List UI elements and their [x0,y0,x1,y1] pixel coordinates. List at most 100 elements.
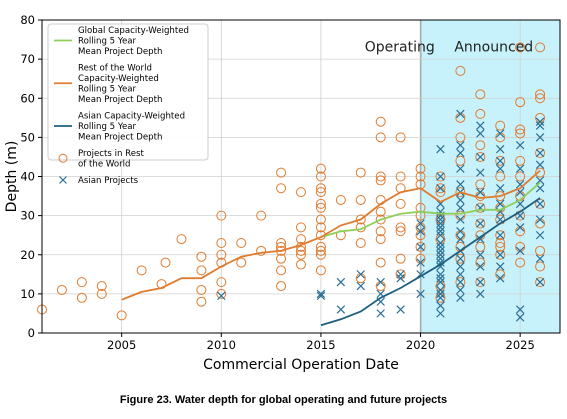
asian-project-point [535,199,545,209]
x-tick-label: 2010 [207,338,236,352]
rest-project-point [535,42,546,53]
asian-project-point [456,234,465,244]
rest-project-point [375,226,386,237]
asian-project-point [436,184,445,193]
asian-project-point [456,215,465,224]
asian-project-point [496,250,505,259]
rest-project-point [435,171,446,182]
rest-project-point [196,284,207,295]
y-tick-label: 10 [20,287,35,301]
asian-project-point [535,133,545,142]
asian-project-point [515,223,525,232]
asian-project-point [376,277,385,287]
rest-project-point [276,281,287,292]
rest-project-point [375,175,386,186]
rest-project-point [355,194,366,205]
rest-project-point [216,238,227,249]
figure-caption: Figure 23. Water depth for global operat… [119,394,448,406]
asian-project-point [456,140,465,150]
asian-project-point [436,293,445,303]
rest-project-point [315,222,326,233]
rest-project-point [355,167,366,178]
asian-project-point [476,121,485,130]
rest-project-point [315,245,326,256]
rest-project-point [455,253,466,264]
rest-project-point [256,245,267,256]
rest-project-point [475,108,486,119]
legend-rest-points-swatch [58,153,68,163]
asian-project-point [515,246,525,256]
annotation-announced: Announced [454,39,533,55]
rest-project-point [76,292,87,303]
asian-project-point [476,234,485,244]
rest-project-point [475,151,486,162]
legend-rest-line-label: Mean Project Depth [78,95,162,105]
rest-project-point [355,214,366,225]
asian-project-point [436,223,445,232]
rest-project-point [515,42,526,53]
asian-project-point [436,144,445,154]
asian-project-point [515,140,525,150]
asian-project-point [436,230,445,240]
asian-project-point [416,242,425,252]
rest-project-point [276,167,287,178]
asian-project-point [436,270,445,279]
rest-project-point [395,198,406,209]
rest-project-point [515,97,526,108]
asian-project-point [436,301,445,310]
rest-project-point [375,257,386,268]
rest-project-point [515,155,526,166]
legend-rest-points-label: Projects in Rest [78,149,145,159]
rest-project-point [475,202,486,213]
asian-project-point [416,227,425,236]
y-tick-label: 80 [20,13,35,27]
asian-project-point [436,285,445,295]
asian-project-point [436,215,445,224]
rest-project-point [375,214,386,225]
rest-project-point [535,198,546,209]
asian-project-point [356,270,365,279]
asian-project-point [436,262,445,271]
rest-project-point [475,179,486,190]
rest-project-point [375,234,386,245]
asian-project-point [436,254,445,263]
rest-project-point [216,288,227,299]
rest-project-point [296,245,306,256]
rest-project-point [495,249,506,260]
asian-project-point [316,289,326,299]
asian-project-point [436,242,445,252]
asian-project-point [336,277,346,287]
asian-project-point [436,227,445,236]
asian-project-point [496,156,505,166]
x-tick-label: 2005 [107,338,136,352]
y-tick-label: 0 [28,326,35,340]
rest-project-point [535,245,546,256]
legend-rest-line-label: Capacity-Weighted [78,74,159,84]
rest-project-point [315,249,326,260]
asian-project-point [456,277,465,287]
rest-project-point [415,241,426,252]
asian-project-point [496,262,505,271]
asian-project-point [436,172,445,181]
asian-project-point [396,274,405,283]
rest-project-point [475,140,486,151]
y-tick-label: 20 [20,248,35,262]
rest-project-point [296,222,306,233]
asian-project-point [376,309,385,318]
rest-project-point [415,163,426,174]
rest-project-point [375,206,386,217]
rest-project-point [296,259,306,270]
asian-project-point [456,148,465,158]
asian-project-point [436,277,445,287]
rest-project-point [315,241,326,252]
asian-project-point [436,250,445,259]
asian-project-point [535,176,545,185]
rest-mean-line [121,169,541,301]
rest-project-point [455,65,466,76]
rest-project-point [196,296,207,307]
asian-project-point [396,305,405,314]
rest-project-point [535,89,546,100]
legend-global-line-label: Global Capacity-Weighted [78,26,189,36]
rest-project-point [495,171,506,182]
y-tick-label: 70 [20,52,35,66]
